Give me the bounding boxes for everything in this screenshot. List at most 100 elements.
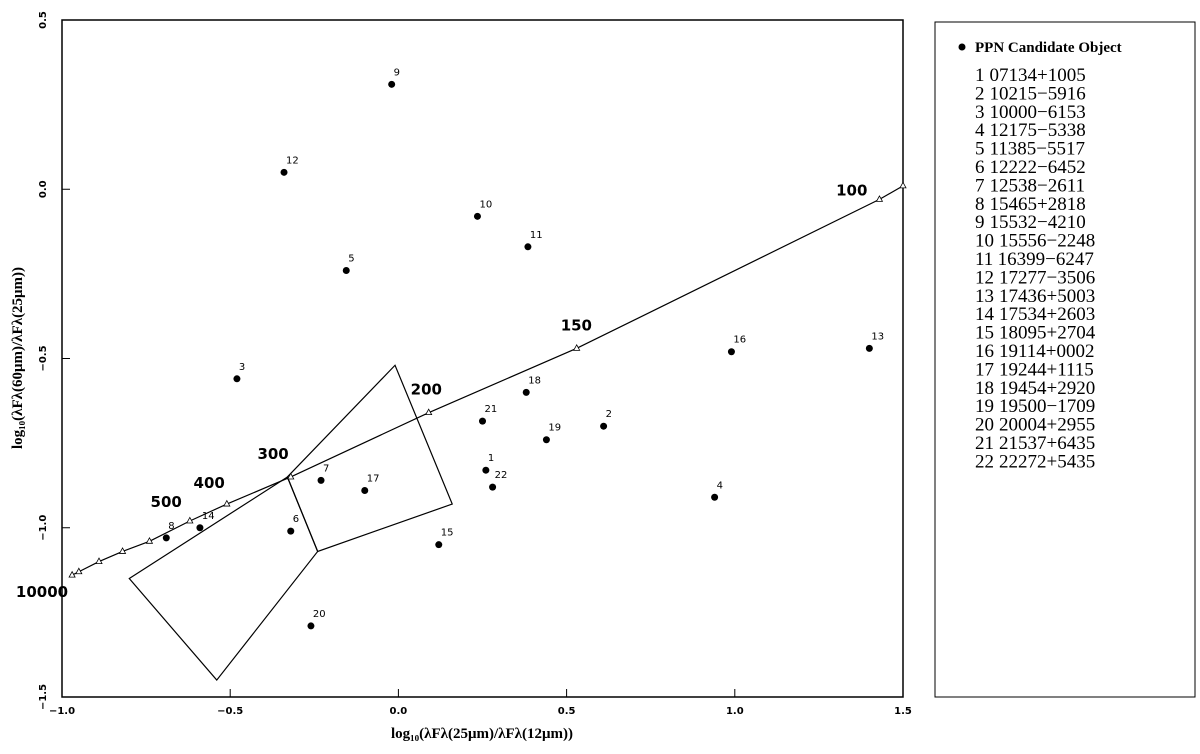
temperature-marker xyxy=(899,181,907,189)
legend-id: 15532−4210 xyxy=(990,212,1086,233)
legend-entry: 19 19500−1709 xyxy=(975,396,1095,417)
temperature-marker xyxy=(75,567,83,575)
data-point xyxy=(711,493,719,501)
legend-number: 19 xyxy=(975,396,994,417)
data-point xyxy=(727,348,735,356)
legend-number: 13 xyxy=(975,286,994,307)
y-axis-label: log₁₀(λFλ(60μm)/λFλ(25μm)) xyxy=(10,267,26,449)
point-label: 16 xyxy=(733,335,746,346)
legend-id: 19114+0002 xyxy=(999,341,1095,362)
legend-number: 16 xyxy=(975,341,994,362)
legend-id: 10215−5916 xyxy=(990,83,1086,104)
legend-id: 19244+1115 xyxy=(999,359,1094,380)
legend-entry: 22 22272+5435 xyxy=(975,451,1095,472)
x-tick-label: 1.0 xyxy=(726,706,744,717)
legend-number: 20 xyxy=(975,415,994,436)
legend-number: 12 xyxy=(975,267,994,288)
y-tick-label: 0.0 xyxy=(38,180,49,198)
temperature-marker xyxy=(425,408,433,416)
legend-number: 8 xyxy=(975,194,985,215)
legend-entry: 17 19244+1115 xyxy=(975,359,1094,380)
y-tick-label: −1.5 xyxy=(38,684,49,710)
legend-entry: 15 18095+2704 xyxy=(975,323,1096,344)
legend-entry: 12 17277−3506 xyxy=(975,267,1095,288)
data-point xyxy=(233,375,241,383)
point-label: 15 xyxy=(441,528,454,539)
data-point xyxy=(307,622,315,630)
temperature-marker xyxy=(145,536,154,544)
point-label: 3 xyxy=(239,362,245,373)
legend-number: 17 xyxy=(975,359,994,380)
data-point xyxy=(479,417,486,425)
temperature-label: 300 xyxy=(257,445,288,463)
temperature-label: 200 xyxy=(411,381,442,399)
legend-id: 17534+2603 xyxy=(999,304,1095,325)
x-axis-label: log₁₀(λFλ(25μm)/λFλ(12μm)) xyxy=(391,726,573,742)
y-tick-label: −1.0 xyxy=(38,515,49,541)
legend-number: 6 xyxy=(975,157,985,178)
point-label: 8 xyxy=(168,521,174,532)
x-tick-label: 0.5 xyxy=(558,706,576,717)
data-point xyxy=(865,344,873,352)
temperature-marker xyxy=(68,570,76,578)
legend-number: 7 xyxy=(975,175,985,196)
legend-id: 18095+2704 xyxy=(999,323,1096,344)
data-point xyxy=(489,483,497,491)
point-label: 22 xyxy=(495,470,508,481)
legend-entry: 16 19114+0002 xyxy=(975,341,1095,362)
temperature-marker xyxy=(875,195,884,202)
temperature-marker xyxy=(223,499,231,507)
temperature-label: 150 xyxy=(561,316,592,334)
y-tick-label: −0.5 xyxy=(38,345,49,371)
legend-number: 15 xyxy=(975,323,994,344)
data-point xyxy=(287,527,295,535)
legend-id: 12175−5338 xyxy=(990,120,1086,141)
legend-id: 07134+1005 xyxy=(990,65,1086,86)
legend-marker xyxy=(958,43,966,51)
blackbody-curve xyxy=(71,185,904,576)
data-point xyxy=(482,466,490,474)
temperature-label: 500 xyxy=(151,493,182,511)
point-label: 18 xyxy=(528,375,541,386)
x-tick-label: 1.5 xyxy=(894,706,912,717)
point-label: 14 xyxy=(202,511,215,522)
legend-number: 14 xyxy=(975,304,995,325)
temperature-label: 10000 xyxy=(16,583,68,601)
data-point xyxy=(317,476,325,484)
data-point xyxy=(196,524,204,532)
legend-id: 21537+6435 xyxy=(999,433,1095,454)
point-label: 20 xyxy=(313,609,326,620)
point-label: 11 xyxy=(530,230,543,241)
point-label: 19 xyxy=(548,423,561,434)
legend-entry: 21 21537+6435 xyxy=(975,433,1095,454)
legend-entry: 14 17534+2603 xyxy=(975,304,1095,325)
point-label: 9 xyxy=(394,67,400,78)
temperature-marker xyxy=(118,547,127,554)
legend-entry: 20 20004+2955 xyxy=(975,415,1095,436)
point-label: 12 xyxy=(286,155,299,166)
legend-entry: 10 15556−2248 xyxy=(975,231,1095,252)
point-label: 17 xyxy=(367,474,380,485)
data-point xyxy=(524,243,532,251)
data-point xyxy=(280,168,288,176)
data-point xyxy=(522,388,530,396)
legend-entry: 18 19454+2920 xyxy=(975,378,1095,399)
legend-id: 15465+2818 xyxy=(990,194,1086,215)
data-point xyxy=(435,541,443,549)
legend-id: 17436+5003 xyxy=(999,286,1095,307)
point-label: 7 xyxy=(323,463,329,474)
legend-entry: 7 12538−2611 xyxy=(975,175,1085,196)
legend-number: 22 xyxy=(975,451,994,472)
point-label: 1 xyxy=(488,453,494,464)
legend-number: 2 xyxy=(975,83,985,104)
temperature-label: 400 xyxy=(194,474,225,492)
legend-entry: 8 15465+2818 xyxy=(975,194,1086,215)
x-tick-label: −0.5 xyxy=(217,706,243,717)
plot-frame xyxy=(61,19,904,698)
point-label: 21 xyxy=(485,404,498,415)
legend-id: 22272+5435 xyxy=(999,451,1095,472)
legend-title: PPN Candidate Object xyxy=(975,40,1122,56)
legend-id: 11385−5517 xyxy=(990,139,1086,160)
point-label: 5 xyxy=(348,253,354,264)
